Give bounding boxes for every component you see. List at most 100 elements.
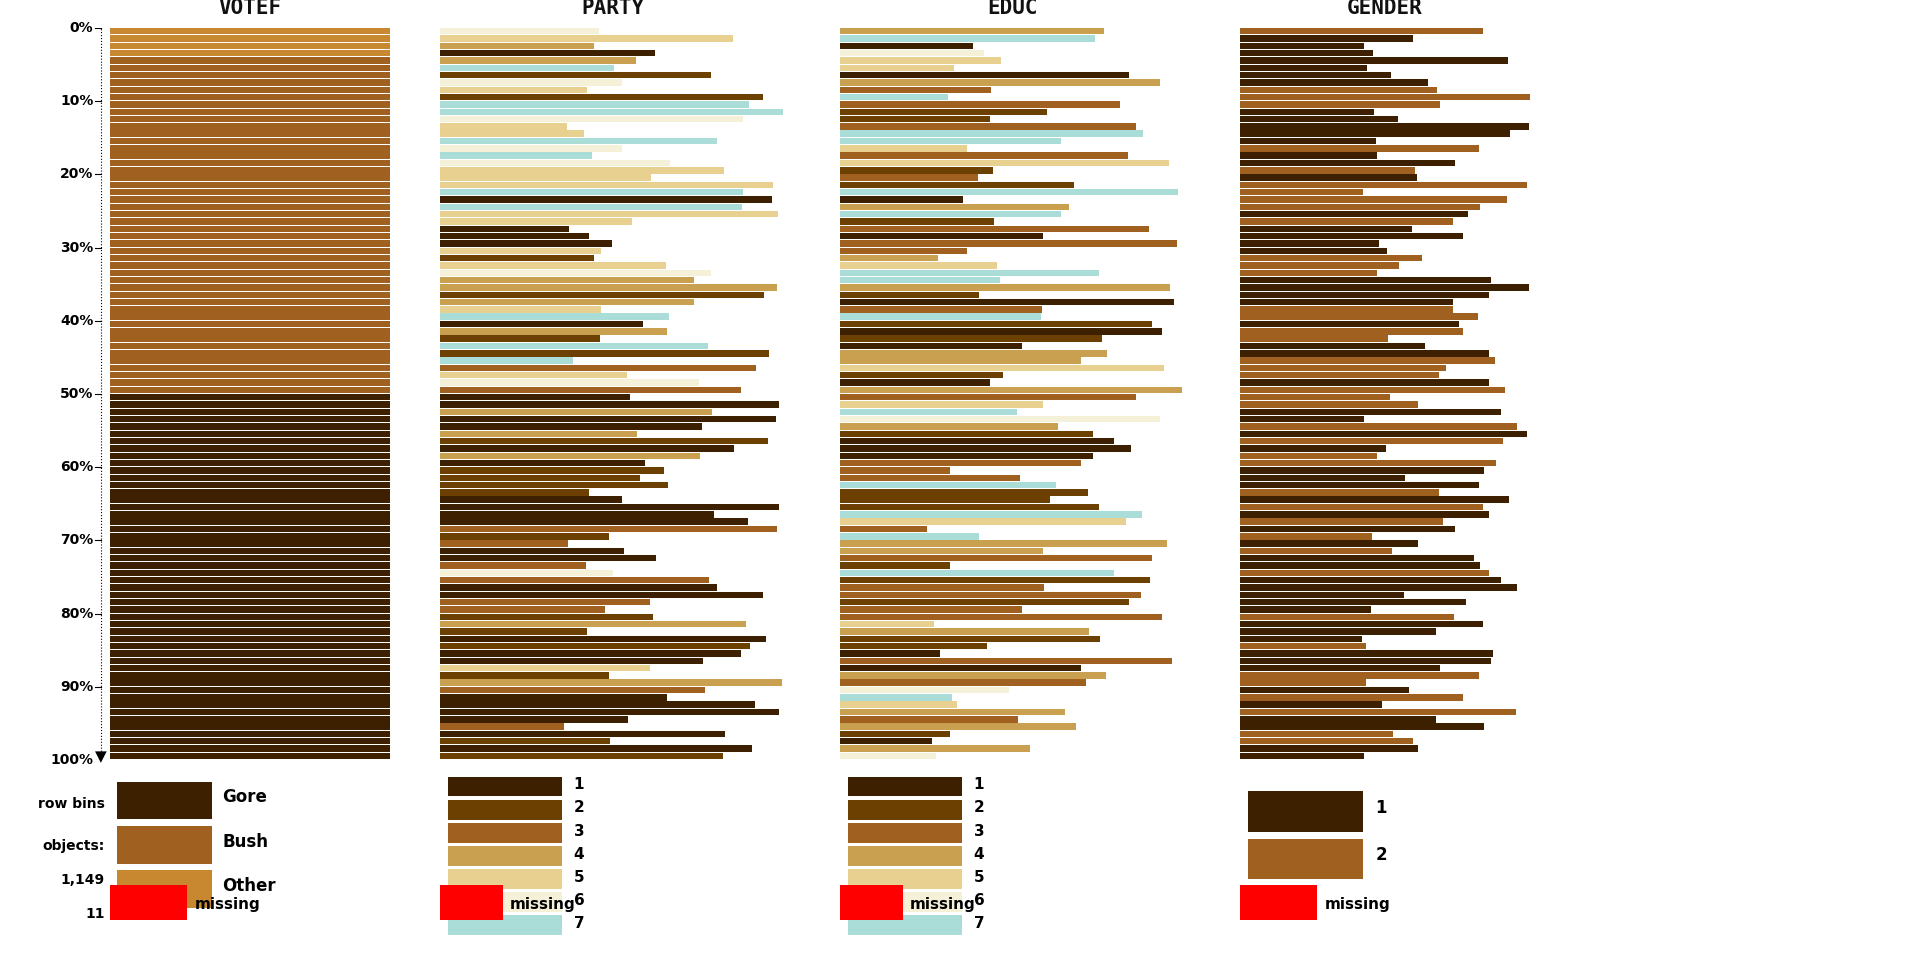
Bar (1240, 540, 1419, 547)
Bar (841, 86, 991, 93)
Bar (841, 555, 1152, 562)
Bar (1240, 123, 1528, 130)
Bar (1240, 401, 1419, 408)
Bar (841, 738, 931, 745)
Bar (1240, 248, 1386, 254)
Bar (1240, 468, 1484, 473)
Bar (440, 153, 591, 159)
Bar (440, 58, 636, 63)
Bar (841, 123, 1137, 130)
Bar (1240, 175, 1417, 180)
Bar (109, 204, 390, 210)
Bar (440, 28, 599, 35)
Bar (1240, 694, 1463, 701)
Bar (109, 36, 390, 42)
Bar (440, 409, 712, 415)
Bar (841, 211, 1062, 218)
Bar (109, 28, 390, 35)
Text: Gore: Gore (223, 788, 267, 806)
Bar (440, 724, 564, 730)
Bar (440, 753, 724, 759)
Bar (440, 108, 783, 115)
Text: 4: 4 (574, 847, 584, 862)
Bar (1240, 211, 1469, 218)
Text: 1: 1 (973, 778, 985, 792)
Bar (440, 555, 657, 562)
Bar (109, 431, 390, 437)
Bar (849, 777, 962, 797)
Bar (1248, 791, 1363, 831)
Bar (1240, 108, 1375, 115)
Bar (841, 686, 1010, 693)
Bar (440, 716, 628, 723)
Bar (841, 409, 1018, 415)
Bar (1240, 490, 1440, 495)
Bar (109, 628, 390, 635)
Bar (440, 452, 699, 459)
Bar (841, 650, 941, 657)
Bar (109, 504, 390, 511)
Bar (841, 724, 1077, 730)
Bar (117, 781, 211, 820)
Bar (440, 167, 724, 174)
Bar (109, 665, 390, 671)
Bar (109, 181, 390, 188)
Bar (109, 138, 390, 144)
Bar (440, 599, 651, 606)
Bar (841, 197, 964, 203)
Bar (841, 585, 1044, 590)
Bar (440, 262, 666, 269)
Bar (440, 131, 584, 137)
Bar (841, 306, 1043, 313)
Bar (440, 490, 589, 495)
Bar (841, 401, 1043, 408)
Bar (109, 482, 390, 489)
Bar (841, 116, 991, 122)
Text: 30%: 30% (60, 241, 94, 254)
Bar (109, 416, 390, 422)
Bar (440, 694, 668, 701)
Bar (1240, 101, 1440, 108)
Bar (841, 80, 1160, 85)
Bar (440, 270, 710, 276)
Bar (440, 175, 651, 180)
Text: 0%: 0% (69, 21, 94, 35)
Bar (1240, 686, 1409, 693)
Bar (1240, 731, 1392, 737)
Bar (109, 569, 390, 576)
Bar (1240, 650, 1494, 657)
Text: 7: 7 (574, 916, 584, 931)
Bar (841, 636, 1100, 642)
Bar (841, 548, 1043, 554)
Bar (1240, 621, 1484, 628)
Bar (1240, 745, 1419, 752)
Bar (109, 445, 390, 452)
Bar (1240, 591, 1404, 598)
Bar (440, 745, 751, 752)
Bar (109, 548, 390, 554)
Bar (109, 167, 390, 174)
Bar (1240, 460, 1496, 467)
Bar (1240, 328, 1463, 335)
Bar (440, 72, 710, 79)
Bar (440, 591, 762, 598)
Text: 80%: 80% (60, 607, 94, 620)
Bar (440, 445, 733, 452)
Bar (841, 365, 1164, 372)
Bar (1240, 314, 1478, 320)
Bar (1240, 72, 1392, 79)
Bar (447, 915, 561, 935)
Bar (440, 511, 714, 517)
Bar (841, 394, 1137, 400)
Bar (440, 680, 781, 686)
Bar (109, 86, 390, 93)
Text: ▼: ▼ (96, 749, 108, 763)
Text: 4: 4 (973, 847, 985, 862)
Bar (109, 270, 390, 276)
Bar (109, 724, 390, 730)
Text: 6: 6 (574, 893, 584, 908)
Text: 10%: 10% (60, 94, 94, 108)
Bar (1240, 613, 1453, 620)
Bar (109, 613, 390, 620)
Bar (440, 335, 601, 342)
